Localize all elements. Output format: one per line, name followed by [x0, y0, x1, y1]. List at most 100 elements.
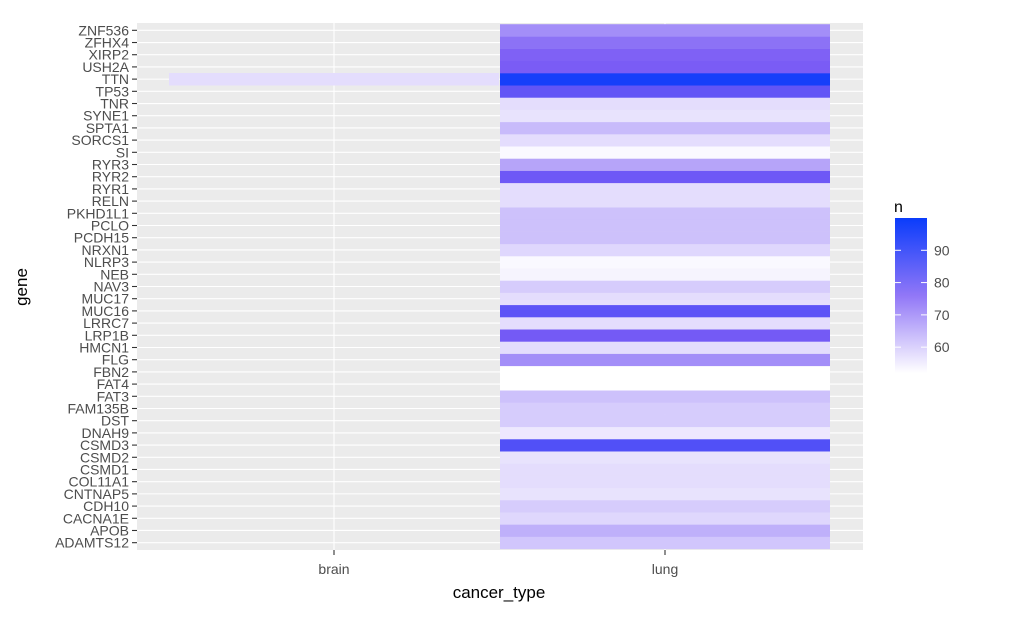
y-tick-label: SYNE1: [83, 108, 129, 124]
heatmap-cell: [500, 268, 830, 281]
y-tick-label: XIRP2: [89, 47, 130, 63]
heatmap-cell: [500, 170, 830, 184]
heatmap-cell: [500, 134, 830, 147]
heatmap-cell: [500, 219, 830, 232]
y-tick-label: ZNF536: [78, 22, 129, 38]
legend-label: 80: [934, 275, 950, 291]
heatmap-cell: [500, 207, 830, 220]
y-tick-label: RELN: [92, 193, 129, 209]
y-tick-label: TP53: [96, 83, 130, 99]
y-tick-label: FAT3: [97, 388, 130, 404]
heatmap-cell: [500, 73, 830, 86]
heatmap-cell: [500, 487, 830, 501]
y-tick-label: NLRP3: [84, 254, 129, 270]
x-tick-label: brain: [318, 561, 349, 577]
y-axis-title: gene: [12, 268, 31, 306]
heatmap-cell: [500, 195, 830, 208]
heatmap-cell: [500, 451, 830, 464]
heatmap-cell: [500, 280, 830, 293]
y-tick-label: FAT4: [97, 376, 130, 392]
heatmap-cell: [500, 426, 830, 440]
y-tick-label: MUC17: [82, 291, 130, 307]
heatmap-cell: [500, 231, 830, 245]
heatmap-cell: [500, 341, 830, 354]
y-tick-label: NAV3: [93, 279, 129, 295]
y-tick-label: DST: [101, 413, 129, 429]
y-tick-label: LRRC7: [83, 315, 129, 331]
heatmap-cell: [500, 304, 830, 318]
y-tick-label: ZFHX4: [85, 35, 130, 51]
y-axis: ADAMTS12APOBCACNA1ECDH10CNTNAP5COL11A1CS…: [55, 22, 137, 551]
heatmap-cell: [500, 524, 830, 537]
y-tick-label: USH2A: [82, 59, 129, 75]
x-axis: brain lung: [318, 550, 678, 577]
heatmap-cell: [500, 377, 830, 391]
y-tick-label: DNAH9: [82, 425, 130, 441]
legend-title: n: [894, 199, 903, 216]
y-tick-label: FBN2: [93, 364, 129, 380]
heatmap-cell: [500, 536, 830, 550]
y-tick-label: FAM135B: [68, 400, 129, 416]
x-axis-title: cancer_type: [453, 583, 546, 602]
heatmap-cell: [500, 146, 830, 159]
heatmap-cell: [500, 438, 830, 452]
y-tick-label: PCLO: [91, 218, 129, 234]
y-tick-label: FLG: [102, 352, 129, 368]
y-tick-label: ADAMTS12: [55, 535, 129, 551]
y-tick-label: HMCN1: [79, 339, 129, 355]
heatmap-cell: [500, 60, 830, 74]
y-tick-label: CSMD2: [80, 449, 129, 465]
y-tick-label: CSMD1: [80, 461, 129, 477]
heatmap-cell: [500, 499, 830, 513]
legend-label: 90: [934, 242, 950, 258]
y-tick-label: PCDH15: [74, 230, 129, 246]
y-tick-label: PKHD1L1: [67, 205, 129, 221]
heatmap-cell: [500, 121, 830, 135]
y-tick-label: COL11A1: [69, 474, 130, 490]
y-tick-label: MUC16: [82, 303, 130, 319]
heatmap-cell: [500, 97, 830, 110]
heatmap-cell: [500, 365, 830, 379]
heatmap-cell: [500, 109, 830, 123]
y-tick-label: RYR2: [92, 169, 129, 185]
legend: n 60 70 80 90: [894, 199, 950, 373]
y-tick-label: SPTA1: [86, 120, 130, 136]
heatmap-cell: [500, 158, 830, 171]
heatmap-cell: [169, 73, 499, 86]
heatmap-cell: [500, 292, 830, 306]
heatmap-cell: [500, 243, 830, 257]
heatmap-cell: [500, 316, 830, 330]
y-tick-label: RYR1: [92, 181, 129, 197]
heatmap-cell: [500, 390, 830, 403]
y-tick-label: CDH10: [83, 498, 129, 514]
heatmap-cell: [500, 85, 830, 98]
y-tick-label: CSMD3: [80, 437, 129, 453]
y-tick-label: SI: [116, 144, 129, 160]
y-tick-label: TNR: [100, 96, 129, 112]
heatmap-cell: [500, 463, 830, 476]
heatmap-cell: [500, 48, 830, 62]
heatmap-cell: [500, 402, 830, 415]
legend-colorbar: [895, 218, 927, 373]
heatmap-cells: [169, 24, 830, 550]
heatmap-cell: [500, 475, 830, 489]
heatmap-cell: [500, 353, 830, 367]
y-tick-label: NRXN1: [82, 242, 130, 258]
x-tick-label: lung: [652, 561, 678, 577]
y-tick-label: TTN: [102, 71, 129, 87]
legend-label: 70: [934, 307, 950, 323]
y-tick-label: NEB: [100, 266, 129, 282]
y-tick-label: CACNA1E: [63, 510, 129, 526]
heatmap-cell: [500, 512, 830, 525]
y-tick-label: APOB: [90, 522, 129, 538]
y-tick-label: CNTNAP5: [64, 486, 130, 502]
heatmap-cell: [500, 24, 830, 37]
y-tick-label: LRP1B: [85, 327, 129, 343]
y-tick-label: RYR3: [92, 157, 129, 173]
heatmap-cell: [500, 36, 830, 49]
heatmap-cell: [500, 329, 830, 342]
legend-label: 60: [934, 339, 950, 355]
heatmap-cell: [500, 182, 830, 196]
